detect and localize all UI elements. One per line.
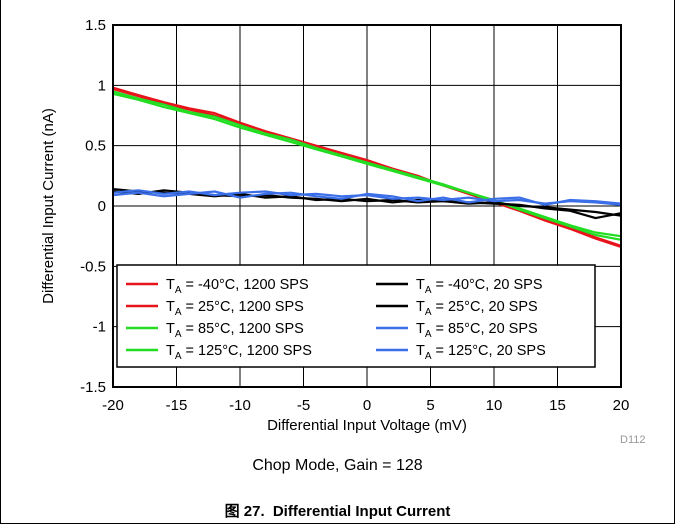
legend: TA = -40°C, 1200 SPS TA = -40°C, 20 SPS TA…: [116, 264, 596, 368]
x-tick-label: -10: [229, 397, 251, 414]
y-tick-label: 1: [98, 77, 106, 94]
y-tick-label: -0.5: [80, 258, 106, 275]
x-axis-label: Differential Input Voltage (mV): [267, 417, 467, 434]
x-tick-label: 20: [613, 397, 630, 414]
chart-caption: Chop Mode, Gain = 128: [252, 457, 423, 474]
chart: -20 -15 -10 -5 0 5 10 15 20 -1.5 -1 -0.5 0 0.5 1 1.5 D…: [40, 17, 645, 446]
y-tick-label: 1.5: [85, 17, 106, 34]
figure-id-tag: D112: [620, 434, 645, 446]
y-tick-label: -1.5: [80, 379, 106, 396]
figure-label: 图 27.: [224, 503, 265, 520]
x-tick-labels: -20 -15 -10 -5 0 5 10 15 20: [102, 397, 629, 414]
x-tick-label: 15: [549, 397, 566, 414]
legend-entry: TA = -40°C, 1200 SPS: [166, 277, 309, 296]
y-tick-labels: -1.5 -1 -0.5 0 0.5 1 1.5: [80, 17, 106, 396]
x-tick-label: -5: [297, 397, 310, 414]
series-line: [112, 190, 622, 206]
legend-entry: TA = 85°C, 20 SPS: [416, 321, 538, 340]
x-tick-label: 10: [486, 397, 503, 414]
y-tick-label: 0.5: [85, 138, 106, 155]
series-line: [112, 188, 622, 217]
legend-entry: TA = 125°C, 20 SPS: [416, 343, 546, 362]
series-line: [112, 87, 622, 249]
legend-entry: TA = 125°C, 1200 SPS: [166, 343, 312, 362]
legend-box: [116, 264, 596, 368]
figure-title-text: Differential Input Current: [272, 503, 451, 520]
legend-entry: TA = 25°C, 20 SPS: [416, 299, 538, 318]
legend-entry: TA = 85°C, 1200 SPS: [166, 321, 304, 340]
legend-entry: TA = 25°C, 1200 SPS: [166, 299, 304, 318]
x-tick-label: 0: [363, 397, 371, 414]
x-tick-label: 5: [426, 397, 434, 414]
x-tick-label: -20: [102, 397, 124, 414]
x-tick-label: -15: [166, 397, 188, 414]
y-tick-label: -1: [93, 319, 106, 336]
series-group: [112, 86, 622, 249]
series-line: [112, 92, 622, 238]
figure-title: 图 27. Differential Input Current: [0, 500, 675, 521]
y-axis-label: Differential Input Current (nA): [40, 108, 57, 304]
plot-border: [112, 24, 622, 388]
y-tick-label: 0: [98, 198, 106, 215]
series-line: [112, 90, 622, 241]
legend-entry: TA = -40°C, 20 SPS: [416, 277, 543, 296]
